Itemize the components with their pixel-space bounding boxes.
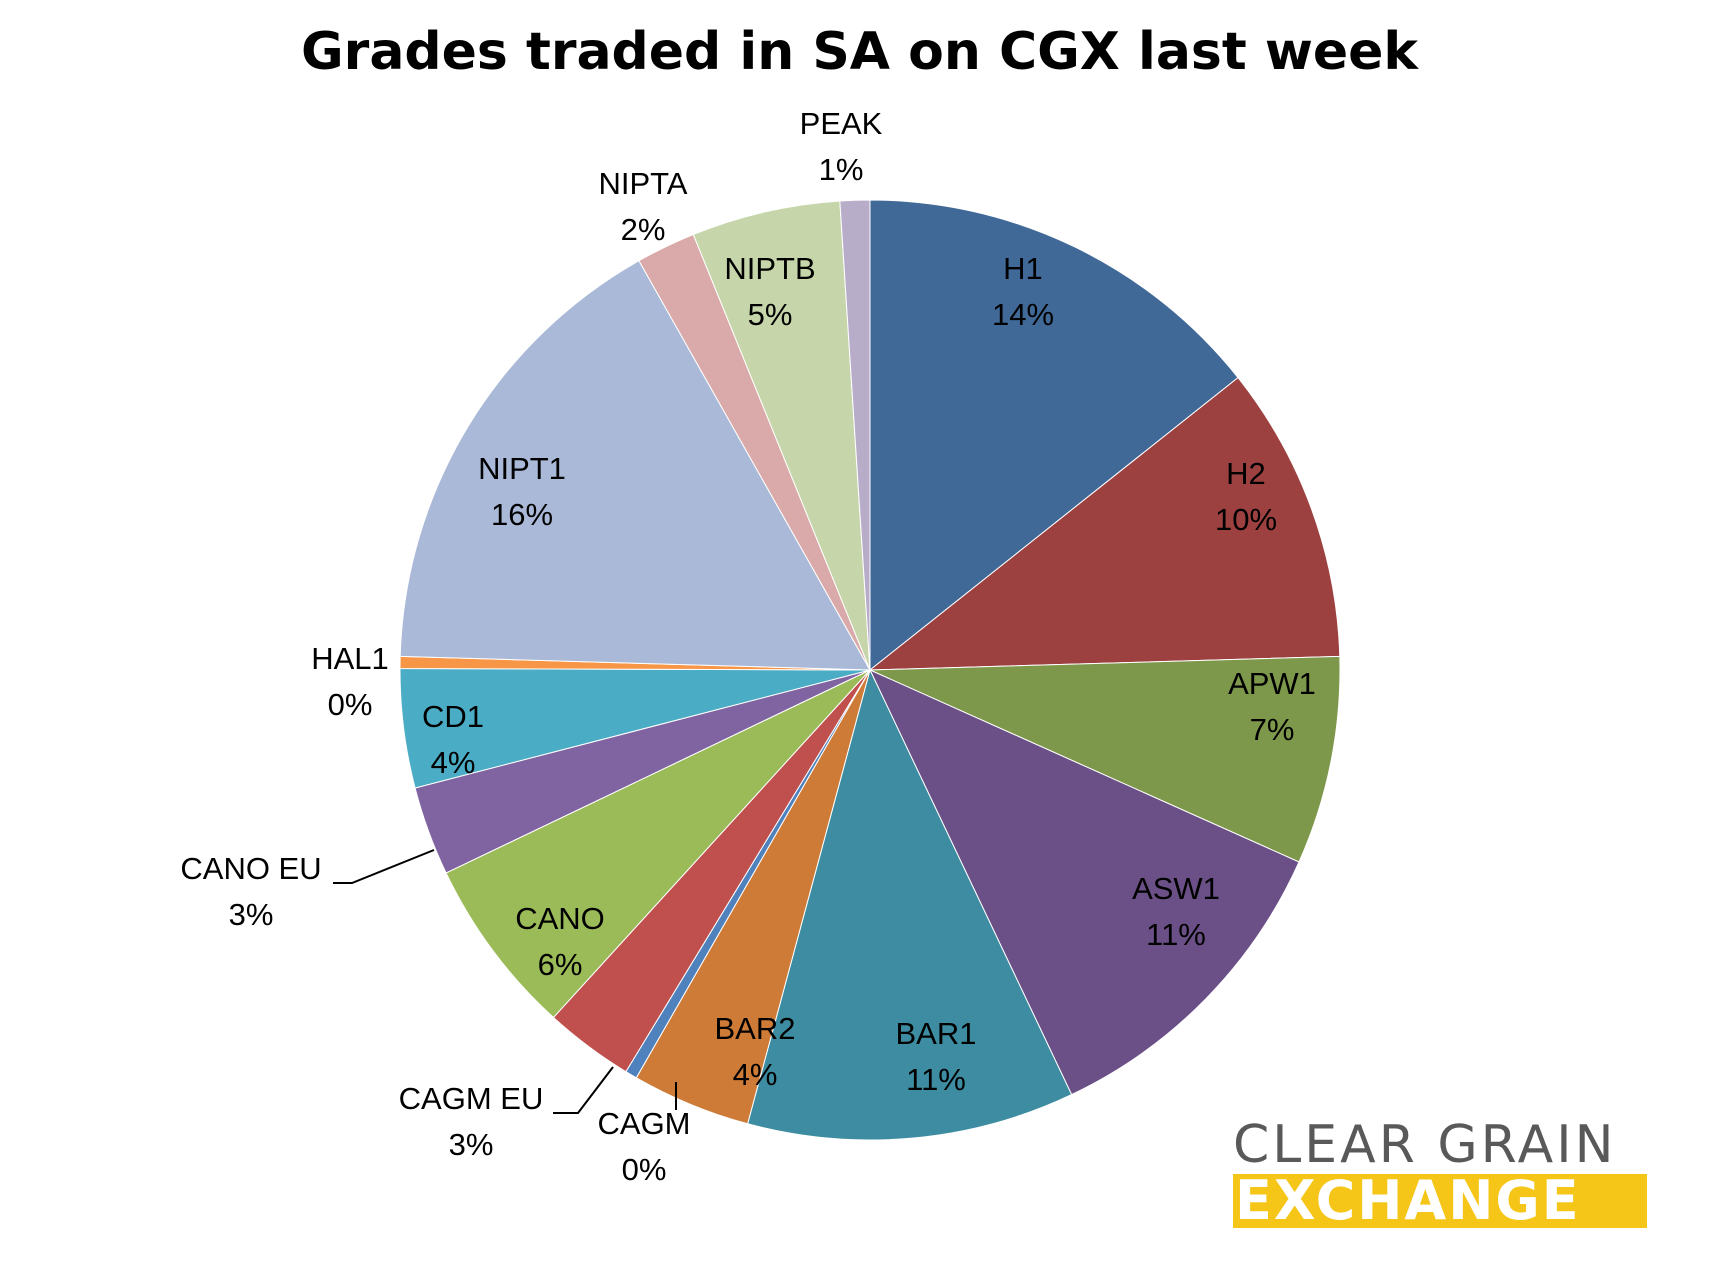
slice-percent-cano-eu: 3% (229, 897, 274, 932)
slice-label-cagm: CAGM (598, 1106, 691, 1141)
slice-percent-nipt1: 16% (491, 497, 553, 532)
slice-label-nipta: NIPTA (599, 166, 688, 201)
slice-percent-apw1: 7% (1250, 712, 1295, 747)
pie-slice-nipt1 (399, 260, 871, 671)
pie-slice-bar1 (747, 668, 1073, 1141)
pie-slice-apw1 (869, 655, 1341, 863)
pie-slice-peak (839, 199, 871, 671)
slice-label-cano: CANO (515, 901, 605, 936)
slice-percent-cagm: 0% (622, 1152, 667, 1187)
pie-slice-niptb (692, 200, 871, 671)
slice-label-h1: H1 (1003, 251, 1043, 286)
chart-title: Grades traded in SA on CGX last week (301, 22, 1418, 82)
slice-percent-cagm-eu: 3% (449, 1127, 494, 1162)
logo-line-clear-grain: CLEAR GRAIN (1233, 1115, 1617, 1175)
pie-slice-cano (445, 669, 871, 1019)
slice-label-cano-eu: CANO EU (180, 851, 321, 886)
slice-label-cagm-eu: CAGM EU (399, 1081, 544, 1116)
logo-line-exchange: EXCHANGE (1233, 1174, 1647, 1228)
clear-grain-exchange-logo: CLEAR GRAIN EXCHANGE (1233, 1118, 1658, 1228)
slice-percent-bar1: 11% (906, 1062, 966, 1097)
slice-label-bar2: BAR2 (715, 1011, 796, 1046)
slice-label-peak: PEAK (800, 106, 883, 141)
slice-label-asw1: ASW1 (1132, 871, 1220, 906)
slice-label-bar1: BAR1 (896, 1016, 977, 1051)
slice-label-nipt1: NIPT1 (478, 451, 566, 486)
pie-slice-h2 (868, 376, 1341, 671)
slice-percent-asw1: 11% (1146, 917, 1206, 952)
slice-percent-peak: 1% (819, 152, 864, 187)
slice-percent-h1: 14% (992, 297, 1054, 332)
pie-slice-h1 (869, 199, 1239, 672)
slice-label-hal1: HAL1 (311, 641, 389, 676)
slice-percent-h2: 10% (1215, 502, 1277, 537)
slice-percent-cano: 6% (538, 947, 583, 982)
slice-percent-nipta: 2% (621, 212, 666, 247)
pie-slice-asw1 (868, 668, 1300, 1096)
slice-percent-hal1: 0% (328, 687, 373, 722)
slice-label-h2: H2 (1226, 456, 1266, 491)
leader-line-cagm-eu (553, 1066, 614, 1114)
slice-label-apw1: APW1 (1228, 666, 1316, 701)
slice-label-cd1: CD1 (422, 699, 484, 734)
slice-percent-niptb: 5% (748, 297, 793, 332)
slice-label-niptb: NIPTB (724, 251, 815, 286)
slice-percent-cd1: 4% (431, 745, 476, 780)
leader-line-cano-eu (333, 849, 435, 884)
slice-percent-bar2: 4% (733, 1057, 778, 1092)
